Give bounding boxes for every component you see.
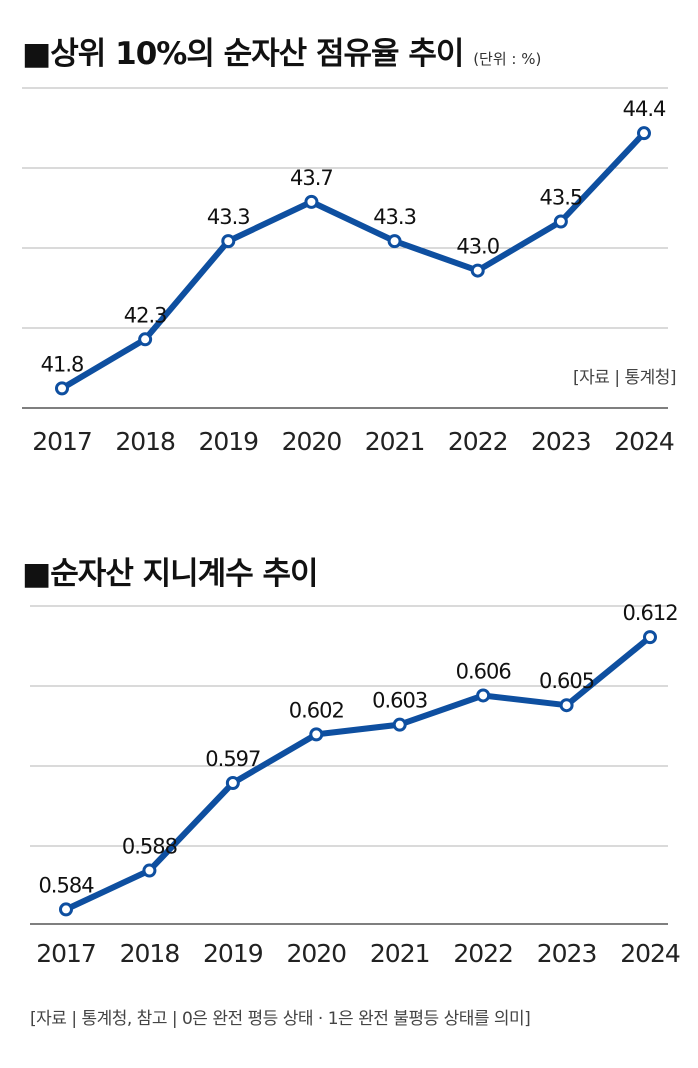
chart2-point-2021: [392, 717, 407, 732]
chart2-svg: 0.584 2017 0.588 2018 0.597 2019 0.602 2020 0.60…: [30, 601, 681, 968]
chart1-title-text: ■상위 10%의 순자산 점유율 추이: [22, 36, 464, 72]
chart2-value-label-2020: 0.602: [289, 698, 344, 722]
chart1-value-label-2017: 41.8: [41, 352, 84, 376]
chart1-x-tick-2018: 2018: [115, 427, 175, 456]
chart1-source: [자료 | 통계청]: [573, 368, 677, 388]
chart1-value-label-2020: 43.7: [290, 166, 333, 190]
chart1-point-2023: [553, 214, 568, 229]
chart2-source: [자료 | 통계청, 참고 | 0은 완전 평등 상태 · 1은 완전 불평등 …: [30, 1009, 531, 1029]
chart1-x-tick-2023: 2023: [531, 427, 591, 456]
chart2-point-2020: [309, 727, 324, 742]
chart2-title: ■순자산 지니계수 추이: [22, 548, 319, 593]
chart1-x-tick-2020: 2020: [282, 427, 342, 456]
chart1-value-label-2019: 43.3: [207, 205, 250, 229]
chart1-value-label-2018: 42.3: [124, 303, 167, 327]
chart2-point-2017: [59, 902, 73, 917]
chart2-value-label-2017: 0.584: [38, 873, 94, 897]
chart2-x-tick-2024: 2024: [620, 939, 680, 968]
chart2-x-tick-2021: 2021: [370, 939, 430, 968]
chart1-unit-label: (단위 : %): [473, 50, 542, 68]
chart1-value-label-2021: 43.3: [373, 205, 416, 229]
chart2-x-tick-2019: 2019: [203, 939, 263, 968]
chart2-point-2024: [643, 630, 657, 645]
chart1-x-tick-2021: 2021: [365, 427, 425, 456]
chart1-x-tick-2017: 2017: [32, 427, 92, 456]
chart2-point-2019: [225, 775, 240, 790]
chart2-title-text: ■순자산 지니계수 추이: [22, 556, 319, 592]
chart2-point-2023: [559, 698, 574, 713]
chart1-value-label-2023: 43.5: [539, 185, 582, 209]
chart2-series-line: [63, 634, 653, 913]
chart2-point-2018: [142, 863, 157, 878]
chart1-point-2022: [470, 263, 485, 278]
chart1-point-2018: [138, 332, 153, 347]
chart2-x-tick-2018: 2018: [120, 939, 180, 968]
chart1-x-tick-2024: 2024: [614, 427, 674, 456]
chart2-x-tick-2022: 2022: [453, 939, 513, 968]
chart1-point-2020: [304, 194, 319, 209]
chart1-value-label-2022: 43.0: [456, 235, 499, 259]
chart1-point-2017: [55, 381, 69, 396]
chart2-x-tick-2017: 2017: [36, 939, 96, 968]
chart2-x-tick-2023: 2023: [537, 939, 597, 968]
chart2-value-label-2018: 0.588: [122, 835, 177, 859]
chart1-value-label-2024: 44.4: [623, 97, 666, 121]
chart1-svg: 41.8 2017 42.3 2018 43.3 2019 43.7 2020 43.3 2021…: [22, 87, 675, 456]
chart2-value-label-2023: 0.605: [539, 669, 594, 693]
chart1-point-2019: [221, 234, 236, 249]
chart1-point-2024: [637, 126, 651, 141]
chart2-x-tick-2020: 2020: [286, 939, 346, 968]
chart2-value-label-2022: 0.606: [456, 659, 512, 683]
chart1-title: ■상위 10%의 순자산 점유율 추이 (단위 : %): [22, 28, 541, 73]
chart1-series-line: [59, 130, 647, 392]
chart1-x-tick-2022: 2022: [448, 427, 508, 456]
chart2-point-2022: [476, 688, 491, 703]
chart2-value-label-2021: 0.603: [372, 689, 427, 713]
chart1-x-tick-2019: 2019: [198, 427, 258, 456]
chart2-value-label-2019: 0.597: [205, 747, 260, 771]
chart2-value-label-2024: 0.612: [622, 601, 677, 625]
chart1-point-2021: [387, 234, 402, 249]
